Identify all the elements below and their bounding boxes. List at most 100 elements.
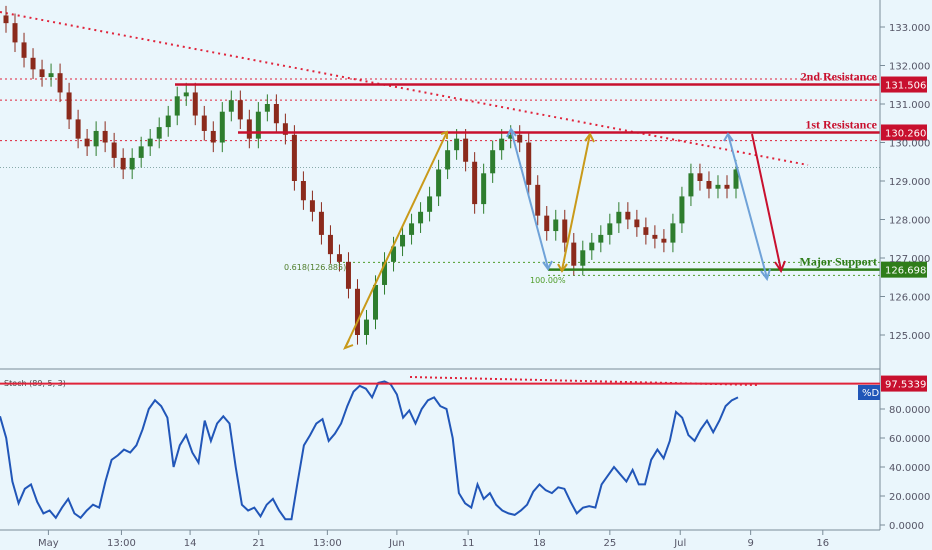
price-tick-label: 131.000	[889, 100, 930, 111]
date-tick-label: 18	[533, 538, 546, 549]
level-name: 2nd Resistance	[801, 70, 878, 84]
stoch-level-badge	[881, 375, 927, 392]
candle-body	[93, 130, 99, 147]
candle-body	[688, 173, 694, 197]
candle-body	[255, 111, 261, 139]
projection-arrow-blue-2	[727, 133, 768, 279]
projection-arrowhead-orange-1b	[440, 130, 448, 139]
candle-body	[571, 242, 577, 266]
date-tick-label: 9	[747, 538, 753, 549]
candle-body	[3, 15, 9, 24]
candle-body	[715, 184, 721, 189]
candle-body	[237, 100, 243, 120]
candle-body	[373, 284, 379, 320]
candle-body	[57, 73, 63, 93]
candle-body	[183, 92, 189, 97]
candle-body	[436, 169, 442, 197]
candle-body	[228, 100, 234, 112]
candle-body	[273, 104, 279, 124]
dotted-levels	[0, 78, 880, 276]
candle-body	[138, 146, 144, 158]
candle-body	[282, 123, 288, 135]
price-tick-label: 125.000	[889, 331, 930, 342]
candle-body	[562, 219, 568, 243]
stoch-series-name: %D	[862, 388, 880, 399]
candle-body	[111, 142, 117, 158]
projection-arrowhead-orange-1	[342, 339, 354, 350]
candle-body	[454, 138, 460, 151]
candle-body	[616, 211, 622, 224]
candle-body	[354, 288, 360, 335]
projection-arrowhead-orange-2a	[584, 132, 595, 143]
candle-body	[724, 184, 730, 189]
candle-body	[12, 23, 18, 43]
stoch-series-badge	[858, 385, 880, 400]
candle-body	[427, 196, 433, 212]
candle-body	[697, 173, 703, 181]
candle-body	[508, 134, 514, 139]
candle-body	[75, 119, 81, 139]
candle-body	[391, 246, 397, 262]
candle-body	[382, 261, 388, 285]
candle-body	[517, 134, 523, 143]
projection-arrowhead-blue-2b	[760, 268, 771, 282]
projection-arrows	[342, 127, 786, 350]
candle-body	[733, 169, 739, 189]
candle-body	[544, 215, 550, 232]
stoch-level-value: 97.5339	[885, 380, 926, 391]
candle-body	[246, 119, 252, 139]
candle-body	[120, 157, 126, 170]
date-tick-label: 13:00	[313, 538, 342, 549]
candle-body	[706, 181, 712, 189]
candle-body	[300, 181, 306, 201]
stoch-tick-label: 20.0000	[889, 492, 930, 503]
date-tick-label: 16	[816, 538, 829, 549]
candle-body	[481, 173, 487, 205]
candle-body	[21, 42, 27, 58]
candle-body	[652, 234, 658, 239]
fib-label-100: 100.00%	[530, 276, 566, 285]
trendline	[0, 11, 809, 166]
projection-arrow-orange-2	[561, 133, 591, 271]
candle-body	[409, 223, 415, 235]
projection-arrowhead-red	[774, 260, 786, 274]
levels	[175, 83, 880, 271]
price-panel: 0.618(126.885) 100.00% 2nd Resistance 131…	[0, 5, 927, 350]
candle-body	[535, 184, 541, 216]
date-tick-label: Jun	[388, 538, 405, 549]
candle-body	[165, 115, 171, 128]
candle-body	[264, 104, 270, 112]
candle-body	[670, 223, 676, 243]
candle-body	[129, 157, 135, 170]
candle-body	[490, 150, 496, 174]
candle-body	[499, 138, 505, 151]
projection-arrow-red	[751, 133, 782, 271]
candle-body	[625, 211, 631, 220]
stoch-tick-label: 40.0000	[889, 463, 930, 474]
candle-body	[48, 73, 54, 78]
projection-arrowhead-blue-1a	[506, 127, 517, 138]
level-badge	[881, 261, 927, 278]
fib-label-618: 0.618(126.885)	[284, 263, 346, 272]
candle-body	[192, 92, 198, 116]
candles	[3, 5, 739, 345]
candle-body	[66, 92, 72, 120]
candle-body	[661, 238, 667, 243]
candle-body	[400, 234, 406, 247]
projection-arrow-orange-1	[344, 131, 448, 349]
candle-body	[607, 223, 613, 235]
level-labels: 2nd Resistance 131.506 1st Resistance 130.2…	[800, 70, 927, 278]
level-name: 1st Resistance	[805, 117, 877, 131]
candle-body	[418, 211, 424, 224]
candle-body	[156, 127, 162, 139]
price-tick-label: 129.000	[889, 177, 930, 188]
stoch-tick-label: 60.0000	[889, 434, 930, 445]
date-tick-label: 14	[184, 538, 197, 549]
candle-body	[102, 130, 108, 143]
candle-body	[526, 142, 532, 185]
level-value: 130.260	[885, 128, 926, 139]
projection-arrowhead-orange-2b	[557, 263, 568, 273]
date-tick-label: 25	[603, 538, 616, 549]
